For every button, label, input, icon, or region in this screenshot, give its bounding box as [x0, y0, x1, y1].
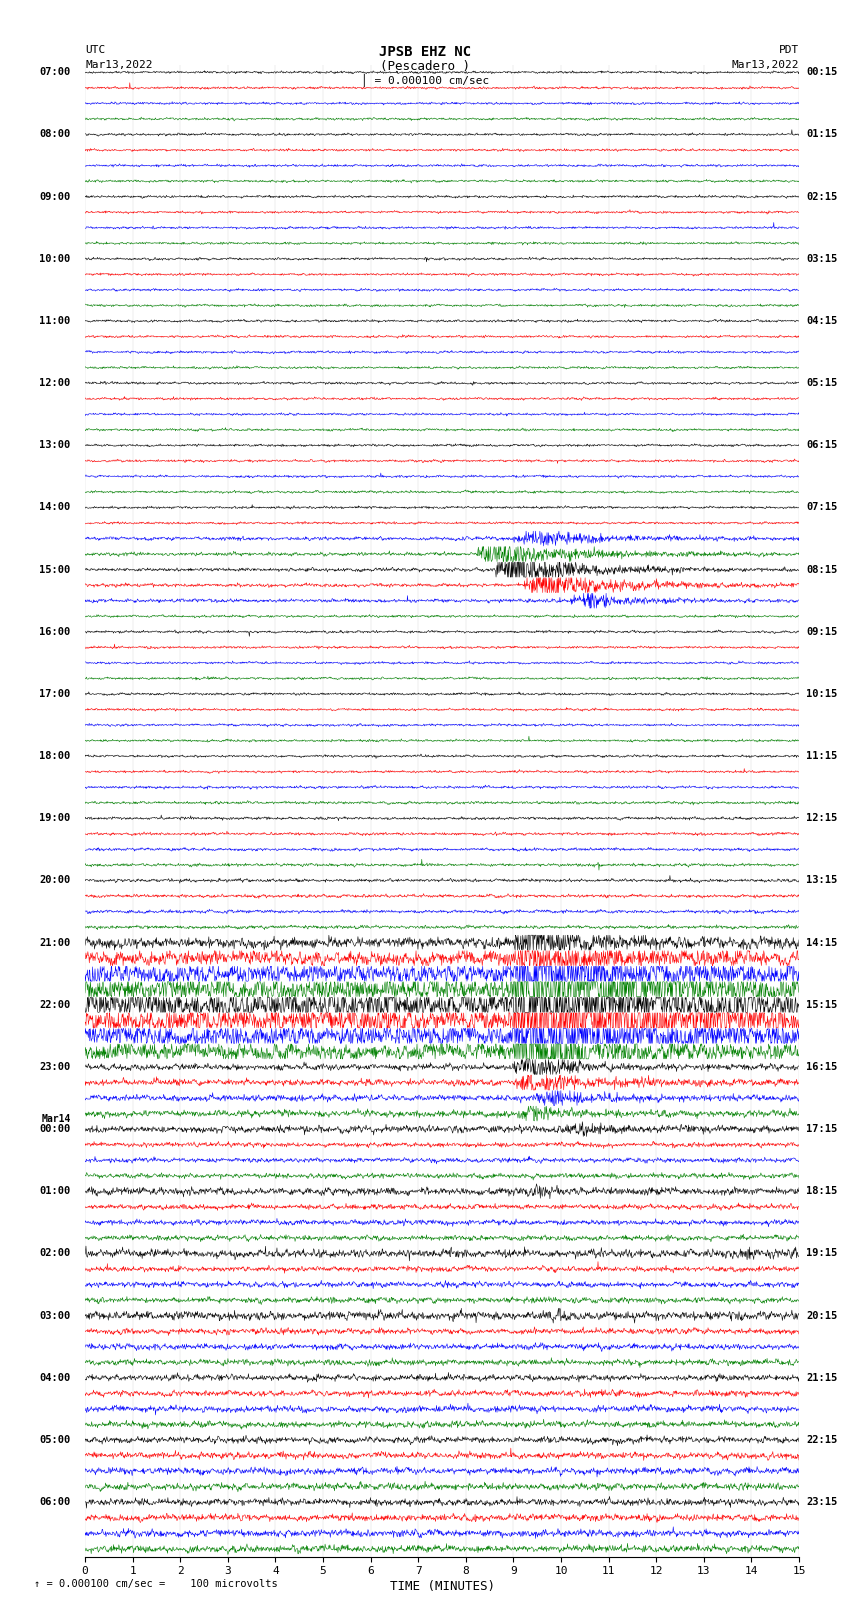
- Text: 10:00: 10:00: [39, 253, 71, 265]
- Text: 10:15: 10:15: [806, 689, 837, 698]
- Text: 12:15: 12:15: [806, 813, 837, 823]
- Text: ↑ = 0.000100 cm/sec =    100 microvolts: ↑ = 0.000100 cm/sec = 100 microvolts: [34, 1579, 278, 1589]
- Text: 11:15: 11:15: [806, 752, 837, 761]
- Text: 07:00: 07:00: [39, 68, 71, 77]
- Text: 23:15: 23:15: [806, 1497, 837, 1507]
- Text: 00:00: 00:00: [39, 1124, 71, 1134]
- X-axis label: TIME (MINUTES): TIME (MINUTES): [389, 1581, 495, 1594]
- Text: Mar14: Mar14: [42, 1115, 71, 1124]
- Text: 00:15: 00:15: [806, 68, 837, 77]
- Text: 01:00: 01:00: [39, 1186, 71, 1197]
- Text: 19:00: 19:00: [39, 813, 71, 823]
- Text: 18:00: 18:00: [39, 752, 71, 761]
- Text: 14:00: 14:00: [39, 503, 71, 513]
- Text: 16:15: 16:15: [806, 1061, 837, 1073]
- Text: 09:00: 09:00: [39, 192, 71, 202]
- Text: 19:15: 19:15: [806, 1248, 837, 1258]
- Text: 02:00: 02:00: [39, 1248, 71, 1258]
- Text: 03:15: 03:15: [806, 253, 837, 265]
- Text: 01:15: 01:15: [806, 129, 837, 139]
- Text: 02:15: 02:15: [806, 192, 837, 202]
- Text: 04:15: 04:15: [806, 316, 837, 326]
- Text: 03:00: 03:00: [39, 1311, 71, 1321]
- Text: 22:00: 22:00: [39, 1000, 71, 1010]
- Text: 22:15: 22:15: [806, 1436, 837, 1445]
- Text: Mar13,2022: Mar13,2022: [85, 60, 152, 69]
- Text: 20:15: 20:15: [806, 1311, 837, 1321]
- Text: 18:15: 18:15: [806, 1186, 837, 1197]
- Text: │ = 0.000100 cm/sec: │ = 0.000100 cm/sec: [361, 74, 489, 87]
- Text: 21:00: 21:00: [39, 937, 71, 948]
- Text: 13:15: 13:15: [806, 876, 837, 886]
- Text: 14:15: 14:15: [806, 937, 837, 948]
- Text: 23:00: 23:00: [39, 1061, 71, 1073]
- Text: 04:00: 04:00: [39, 1373, 71, 1382]
- Text: UTC: UTC: [85, 45, 105, 55]
- Text: 06:15: 06:15: [806, 440, 837, 450]
- Text: 17:00: 17:00: [39, 689, 71, 698]
- Text: Mar13,2022: Mar13,2022: [732, 60, 799, 69]
- Text: 20:00: 20:00: [39, 876, 71, 886]
- Text: 16:00: 16:00: [39, 627, 71, 637]
- Text: 15:00: 15:00: [39, 565, 71, 574]
- Text: 09:15: 09:15: [806, 627, 837, 637]
- Text: 05:00: 05:00: [39, 1436, 71, 1445]
- Text: 05:15: 05:15: [806, 377, 837, 389]
- Text: 13:00: 13:00: [39, 440, 71, 450]
- Text: 15:15: 15:15: [806, 1000, 837, 1010]
- Text: 12:00: 12:00: [39, 377, 71, 389]
- Text: (Pescadero ): (Pescadero ): [380, 60, 470, 73]
- Text: 06:00: 06:00: [39, 1497, 71, 1507]
- Text: 07:15: 07:15: [806, 503, 837, 513]
- Text: 17:15: 17:15: [806, 1124, 837, 1134]
- Text: JPSB EHZ NC: JPSB EHZ NC: [379, 45, 471, 60]
- Text: PDT: PDT: [779, 45, 799, 55]
- Text: 21:15: 21:15: [806, 1373, 837, 1382]
- Text: 11:00: 11:00: [39, 316, 71, 326]
- Text: 08:15: 08:15: [806, 565, 837, 574]
- Text: 08:00: 08:00: [39, 129, 71, 139]
